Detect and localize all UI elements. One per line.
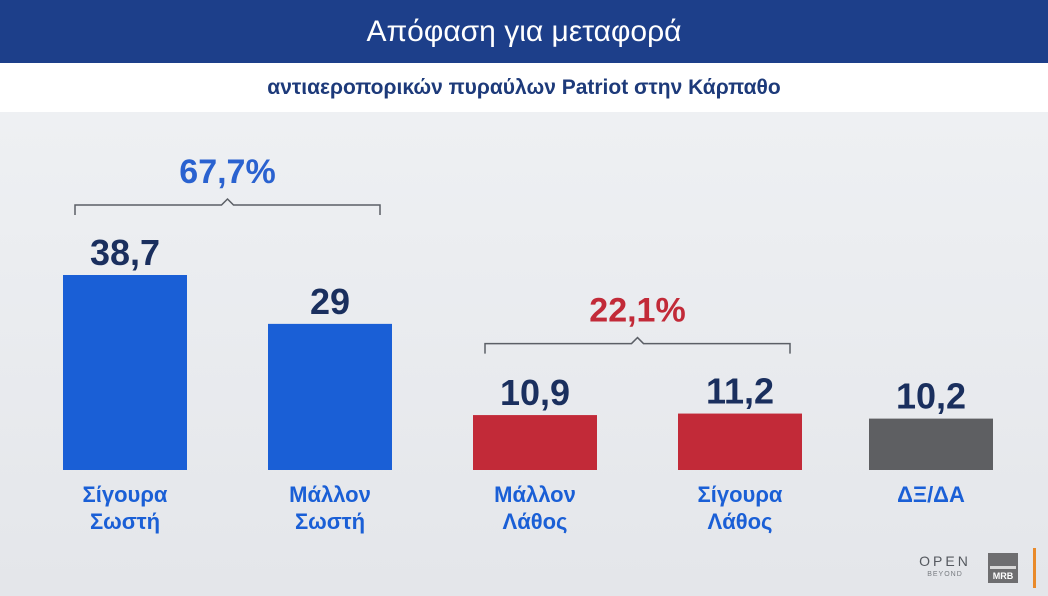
- bar: [678, 413, 802, 470]
- category-label: Λάθος: [708, 509, 773, 534]
- category-label: Λάθος: [503, 509, 568, 534]
- group-bracket: [74, 197, 381, 215]
- bar: [268, 323, 392, 470]
- mrb-logo: MRB: [988, 553, 1018, 583]
- group-bracket: [484, 336, 791, 354]
- subtitle-bar: αντιαεροπορικών πυραύλων Patriot στην Κά…: [0, 63, 1048, 112]
- bar-value-label: 10,2: [896, 376, 966, 417]
- bar-value-label: 38,7: [90, 232, 160, 273]
- category-label: Μάλλον: [494, 482, 576, 507]
- open-logo-text: OPEN: [919, 553, 971, 569]
- group-total-label: 67,7%: [179, 153, 275, 191]
- mrb-logo-text: MRB: [992, 571, 1014, 581]
- bar-value-label: 11,2: [706, 371, 774, 412]
- category-label: Σωστή: [295, 509, 365, 534]
- bar: [473, 415, 597, 470]
- category-label: Σίγουρα: [698, 482, 783, 507]
- open-logo-tagline: BEYOND: [913, 571, 977, 578]
- open-logo-sub-text: BEYOND: [927, 571, 963, 578]
- bar-value-label: 10,9: [500, 372, 570, 413]
- bar: [869, 418, 993, 470]
- bar-value-label: 29: [310, 281, 350, 322]
- bar: [63, 275, 187, 470]
- open-logo: OPEN: [913, 553, 977, 569]
- title-bar: Απόφαση για μεταφορά: [0, 0, 1048, 63]
- page-subtitle: αντιαεροπορικών πυραύλων Patriot στην Κά…: [267, 75, 781, 99]
- accent-line: [1033, 548, 1036, 588]
- group-total-label: 22,1%: [589, 292, 685, 330]
- category-label: Μάλλον: [289, 482, 371, 507]
- category-label: Σωστή: [90, 509, 160, 534]
- category-label: ΔΞ/ΔΑ: [897, 482, 965, 507]
- page-title: Απόφαση για μεταφορά: [366, 14, 682, 48]
- mrb-logo-stripe: [990, 566, 1016, 569]
- category-label: Σίγουρα: [83, 482, 168, 507]
